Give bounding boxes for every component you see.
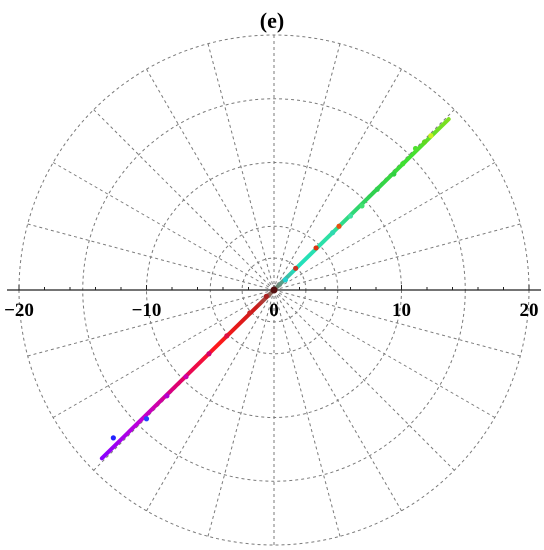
- grid-radial-line: [273, 289, 402, 512]
- x-tick-label: 20: [520, 300, 539, 321]
- data-point: [247, 310, 253, 316]
- tick-labels: −20 −10 0 10 20: [4, 300, 538, 321]
- origin-marker: [270, 286, 278, 294]
- data-point: [224, 333, 230, 339]
- data-point: [206, 351, 212, 357]
- grid-radial-line: [273, 289, 496, 418]
- data-point: [359, 203, 365, 209]
- grid-radial-line: [273, 223, 521, 291]
- data-point: [400, 161, 406, 167]
- grid-radial-line: [273, 68, 402, 291]
- chart-title: (e): [260, 8, 284, 33]
- data-point: [282, 277, 289, 283]
- x-tick-label: −10: [132, 300, 162, 321]
- data-point: [313, 245, 319, 251]
- grid-radial-line: [273, 43, 341, 291]
- grid-radial-line: [93, 109, 275, 291]
- x-tick-label: 0: [269, 300, 279, 321]
- grid-radial-line: [146, 289, 275, 512]
- data-point: [428, 133, 434, 139]
- x-tick-label: 10: [392, 300, 411, 321]
- data-point: [164, 393, 170, 399]
- data-point: [183, 374, 189, 380]
- data-point: [336, 223, 342, 229]
- data-point: [412, 145, 419, 152]
- grid-radial-line: [273, 162, 496, 291]
- x-tick-label: −20: [4, 300, 34, 321]
- grid-radial-line: [207, 43, 275, 291]
- data-point: [421, 139, 428, 145]
- grid-radial-line: [52, 162, 275, 291]
- data-point: [263, 293, 269, 299]
- grid-radial-line: [27, 223, 275, 291]
- grid-radial-line: [207, 289, 275, 537]
- data-point: [143, 416, 150, 422]
- series: [99, 117, 451, 461]
- grid-radial-line: [273, 289, 521, 357]
- data-point: [110, 435, 116, 441]
- grid-radial-line: [273, 289, 341, 537]
- data-point: [293, 265, 299, 271]
- grid-radial-line: [27, 289, 275, 357]
- grid-radial-line: [273, 289, 455, 471]
- data-point: [330, 230, 336, 236]
- data-point: [391, 171, 397, 177]
- data-point: [374, 186, 380, 192]
- grid-radial-line: [52, 289, 275, 418]
- grid-radial-line: [146, 68, 275, 291]
- data-point: [347, 213, 354, 219]
